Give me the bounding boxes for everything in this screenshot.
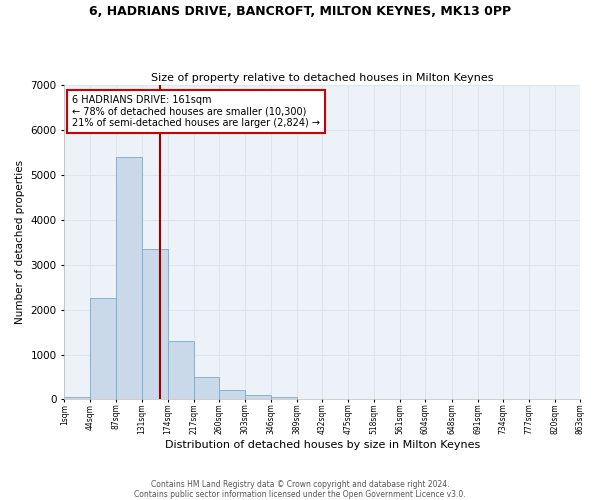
Bar bbox=[220, 390, 245, 400]
Bar bbox=[168, 341, 194, 400]
Bar bbox=[296, 398, 322, 400]
Text: Contains HM Land Registry data © Crown copyright and database right 2024.
Contai: Contains HM Land Registry data © Crown c… bbox=[134, 480, 466, 499]
Bar bbox=[90, 298, 116, 400]
Text: 6, HADRIANS DRIVE, BANCROFT, MILTON KEYNES, MK13 0PP: 6, HADRIANS DRIVE, BANCROFT, MILTON KEYN… bbox=[89, 5, 511, 18]
Bar bbox=[271, 396, 296, 400]
Text: 6 HADRIANS DRIVE: 161sqm
← 78% of detached houses are smaller (10,300)
21% of se: 6 HADRIANS DRIVE: 161sqm ← 78% of detach… bbox=[72, 94, 320, 128]
Bar bbox=[245, 395, 271, 400]
Bar bbox=[142, 249, 168, 400]
Title: Size of property relative to detached houses in Milton Keynes: Size of property relative to detached ho… bbox=[151, 73, 494, 83]
Y-axis label: Number of detached properties: Number of detached properties bbox=[15, 160, 25, 324]
Bar bbox=[64, 397, 90, 400]
X-axis label: Distribution of detached houses by size in Milton Keynes: Distribution of detached houses by size … bbox=[165, 440, 480, 450]
Bar bbox=[116, 157, 142, 400]
Bar bbox=[194, 377, 220, 400]
